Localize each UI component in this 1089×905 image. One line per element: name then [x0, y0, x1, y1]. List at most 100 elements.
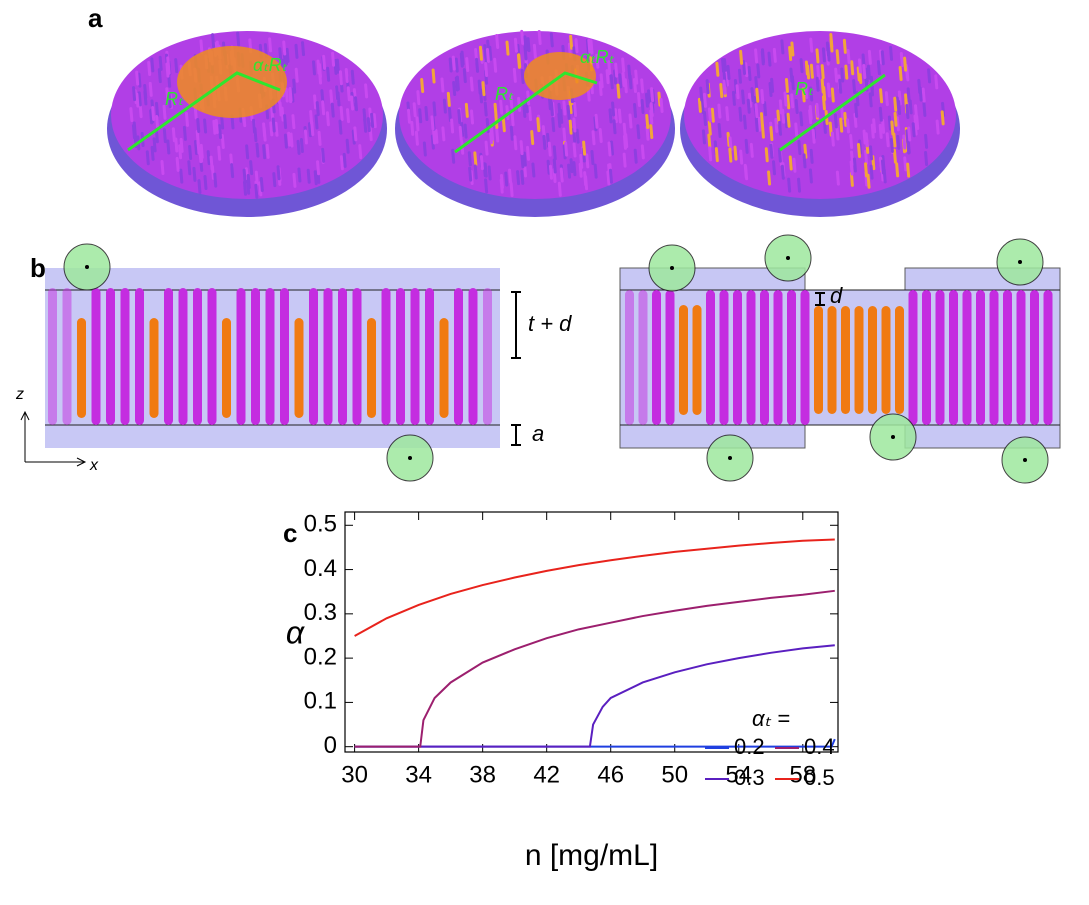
- rod: [733, 145, 738, 161]
- rod: [627, 64, 632, 80]
- rod: [567, 163, 572, 179]
- rod: [829, 32, 834, 48]
- rod: [608, 168, 613, 184]
- rod: [607, 141, 612, 157]
- rod: [922, 101, 927, 117]
- rod: [321, 100, 326, 116]
- rod: [714, 147, 719, 163]
- rod: [520, 153, 525, 169]
- rod: [725, 106, 730, 122]
- rod: [372, 113, 377, 129]
- rod: [633, 103, 638, 119]
- rod: [342, 152, 347, 168]
- rod: [164, 288, 173, 425]
- rod: [722, 79, 727, 95]
- rod: [903, 56, 908, 72]
- rod: [48, 288, 57, 425]
- rod: [742, 114, 747, 130]
- rod: [412, 102, 417, 118]
- rod: [199, 147, 204, 163]
- rod: [772, 47, 777, 63]
- panel-label: a: [88, 3, 103, 33]
- rod: [657, 91, 662, 107]
- rod: [769, 126, 774, 142]
- rod: [338, 288, 347, 425]
- rod: [451, 148, 456, 164]
- rod: [415, 116, 420, 132]
- rod: [276, 165, 281, 181]
- rod: [866, 64, 871, 80]
- rod: [921, 87, 926, 103]
- rod: [575, 128, 580, 144]
- rod: [350, 69, 355, 85]
- rod: [546, 159, 551, 175]
- rod: [652, 290, 661, 425]
- x-tick-label: 50: [661, 761, 688, 788]
- rod: [723, 58, 728, 74]
- rod: [833, 113, 838, 129]
- rod: [184, 111, 189, 127]
- rod: [203, 174, 208, 190]
- rod: [268, 37, 273, 53]
- rod: [455, 75, 460, 91]
- rod: [708, 146, 713, 162]
- rod: [283, 133, 288, 149]
- rod: [292, 172, 297, 188]
- rod: [483, 288, 492, 425]
- rod: [890, 120, 895, 136]
- x-tick-label: 34: [405, 761, 432, 788]
- rod: [509, 93, 514, 109]
- rod: [852, 79, 857, 95]
- rod: [867, 49, 872, 65]
- rod: [432, 101, 437, 117]
- rod: [157, 68, 162, 84]
- rod: [542, 134, 547, 150]
- rod: [207, 288, 217, 425]
- rod: [885, 132, 890, 148]
- rod: [477, 79, 482, 95]
- rod: [895, 116, 900, 132]
- rod: [162, 104, 167, 120]
- rod: [902, 134, 907, 150]
- rod: [487, 165, 492, 181]
- rod: [781, 108, 786, 124]
- rod: [750, 87, 755, 103]
- series-line: [354, 644, 835, 748]
- rod: [505, 40, 510, 56]
- rod: [196, 139, 201, 155]
- rod: [935, 290, 945, 425]
- rod: [763, 101, 768, 117]
- rod: [520, 169, 525, 185]
- rod: [483, 101, 488, 117]
- rod: [513, 37, 518, 53]
- rod: [870, 123, 875, 139]
- rod: [289, 132, 294, 148]
- rod: [649, 123, 654, 139]
- rod: [609, 74, 614, 90]
- rod: [579, 153, 584, 169]
- particle-center: [85, 265, 89, 269]
- rod: [598, 81, 603, 97]
- rod: [203, 118, 208, 134]
- rod: [431, 68, 436, 84]
- rod: [840, 104, 845, 120]
- rod: [508, 168, 513, 184]
- rod: [808, 105, 813, 121]
- rod: [193, 139, 198, 155]
- rod: [628, 113, 633, 129]
- rod: [106, 288, 115, 425]
- disc-top: [399, 31, 671, 199]
- rod: [462, 68, 467, 84]
- rod: [892, 132, 897, 148]
- rod: [77, 318, 86, 418]
- legend-title: αₜ =: [752, 706, 790, 731]
- rod: [633, 148, 638, 164]
- rod: [679, 305, 688, 415]
- rod: [625, 290, 634, 425]
- dimension-label: a: [532, 421, 544, 446]
- rod: [430, 115, 435, 131]
- rod: [760, 290, 769, 425]
- rod: [749, 142, 754, 158]
- rod: [381, 288, 391, 425]
- rod: [321, 147, 326, 163]
